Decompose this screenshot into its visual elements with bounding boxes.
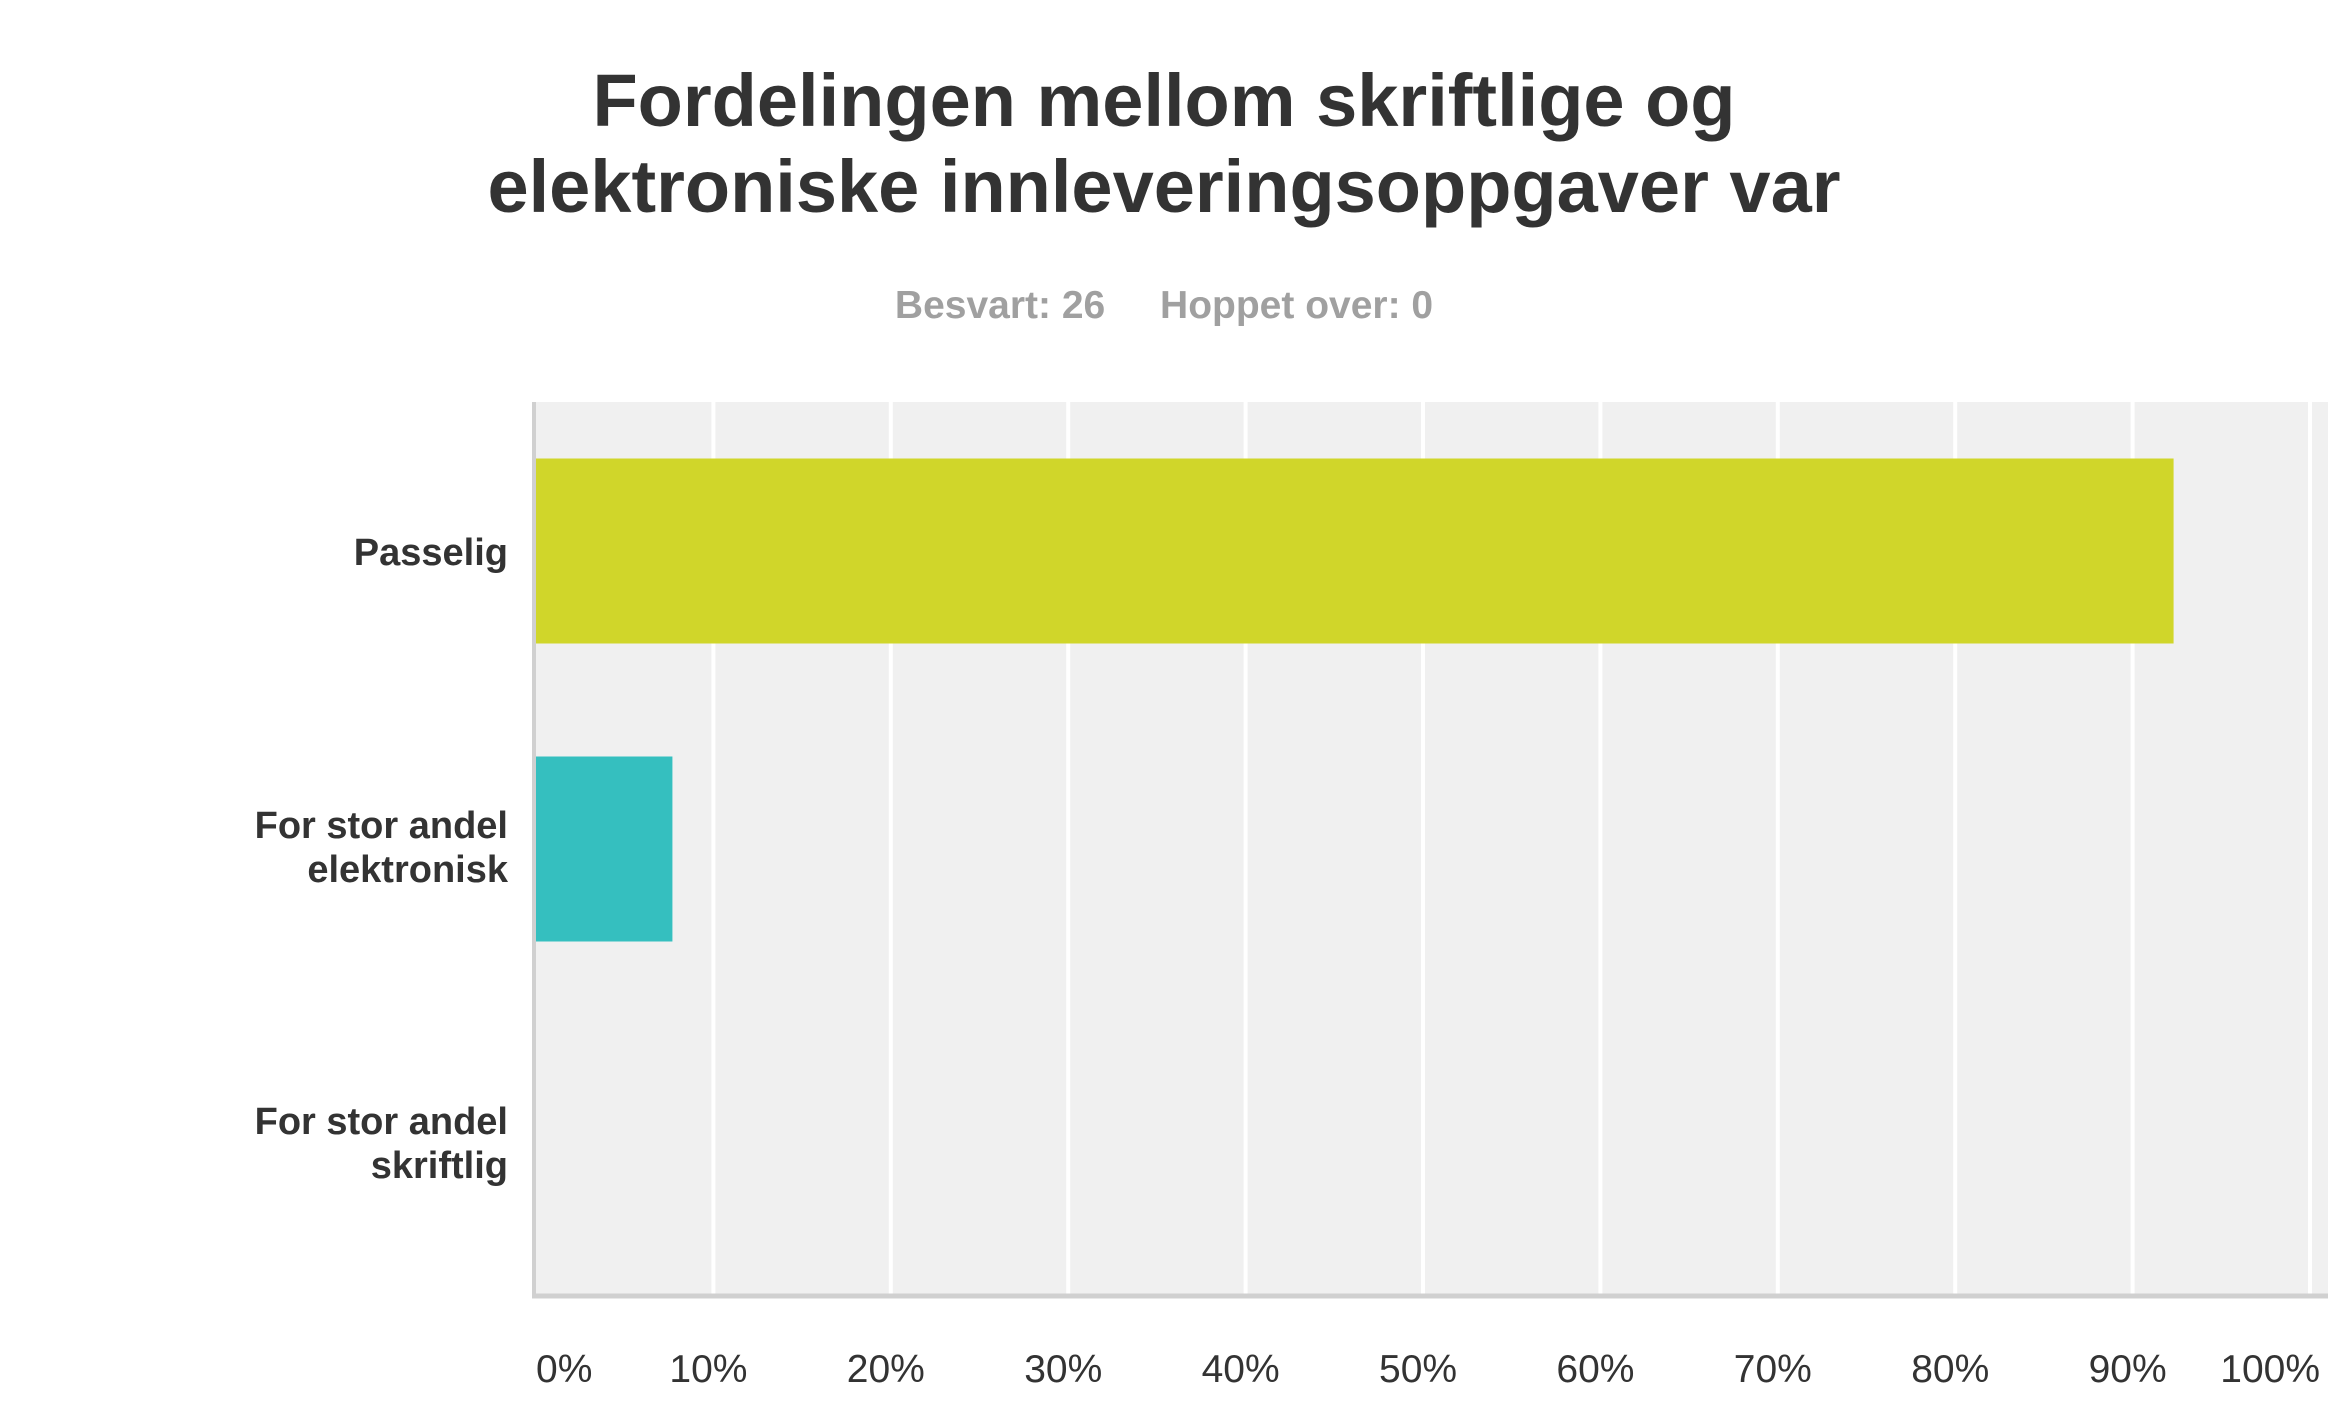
- x-tick-label-40: 40%: [1201, 1348, 1280, 1391]
- x-tick-label-80: 80%: [1911, 1348, 1990, 1391]
- category-label-line: skriftlig: [370, 1145, 508, 1187]
- answered-count: Besvart: 26: [894, 284, 1106, 327]
- category-label-line: Passelig: [353, 532, 508, 574]
- category-label-line: elektronisk: [307, 849, 508, 891]
- x-tick-label-10: 10%: [669, 1348, 748, 1391]
- category-label-line: For stor andel: [254, 1101, 508, 1143]
- x-tick-label-50: 50%: [1379, 1348, 1458, 1391]
- x-tick-label-100: 100%: [2220, 1348, 2320, 1391]
- x-tick-label-30: 30%: [1024, 1348, 1103, 1391]
- chart-title: Fordelingen mellom skriftlige og elektro…: [0, 58, 2328, 230]
- response-summary: Besvart: 26 Hoppet over: 0: [0, 284, 2328, 328]
- category-label-passelig: Passelig: [354, 531, 508, 575]
- x-tick-label-90: 90%: [2088, 1348, 2167, 1391]
- chart-title-line-2: elektroniske innleveringsoppgaver var: [487, 145, 1841, 228]
- category-label-for-stor-andel-skriftlig: For stor andel skriftlig: [255, 1100, 508, 1188]
- x-tick-label-20: 20%: [846, 1348, 925, 1391]
- x-tick-label-70: 70%: [1733, 1348, 1812, 1391]
- chart-title-line-1: Fordelingen mellom skriftlige og: [592, 59, 1736, 142]
- skipped-count: Hoppet over: 0: [1160, 284, 1434, 327]
- x-tick-label-0: 0%: [536, 1348, 593, 1391]
- x-tick-label-60: 60%: [1556, 1348, 1635, 1391]
- bar-for-stor-andel-elektronisk[interactable]: [536, 756, 673, 942]
- category-label-line: For stor andel: [254, 805, 508, 847]
- bar-passelig[interactable]: [536, 458, 2174, 644]
- category-label-for-stor-andel-elektronisk: For stor andel elektronisk: [255, 804, 508, 892]
